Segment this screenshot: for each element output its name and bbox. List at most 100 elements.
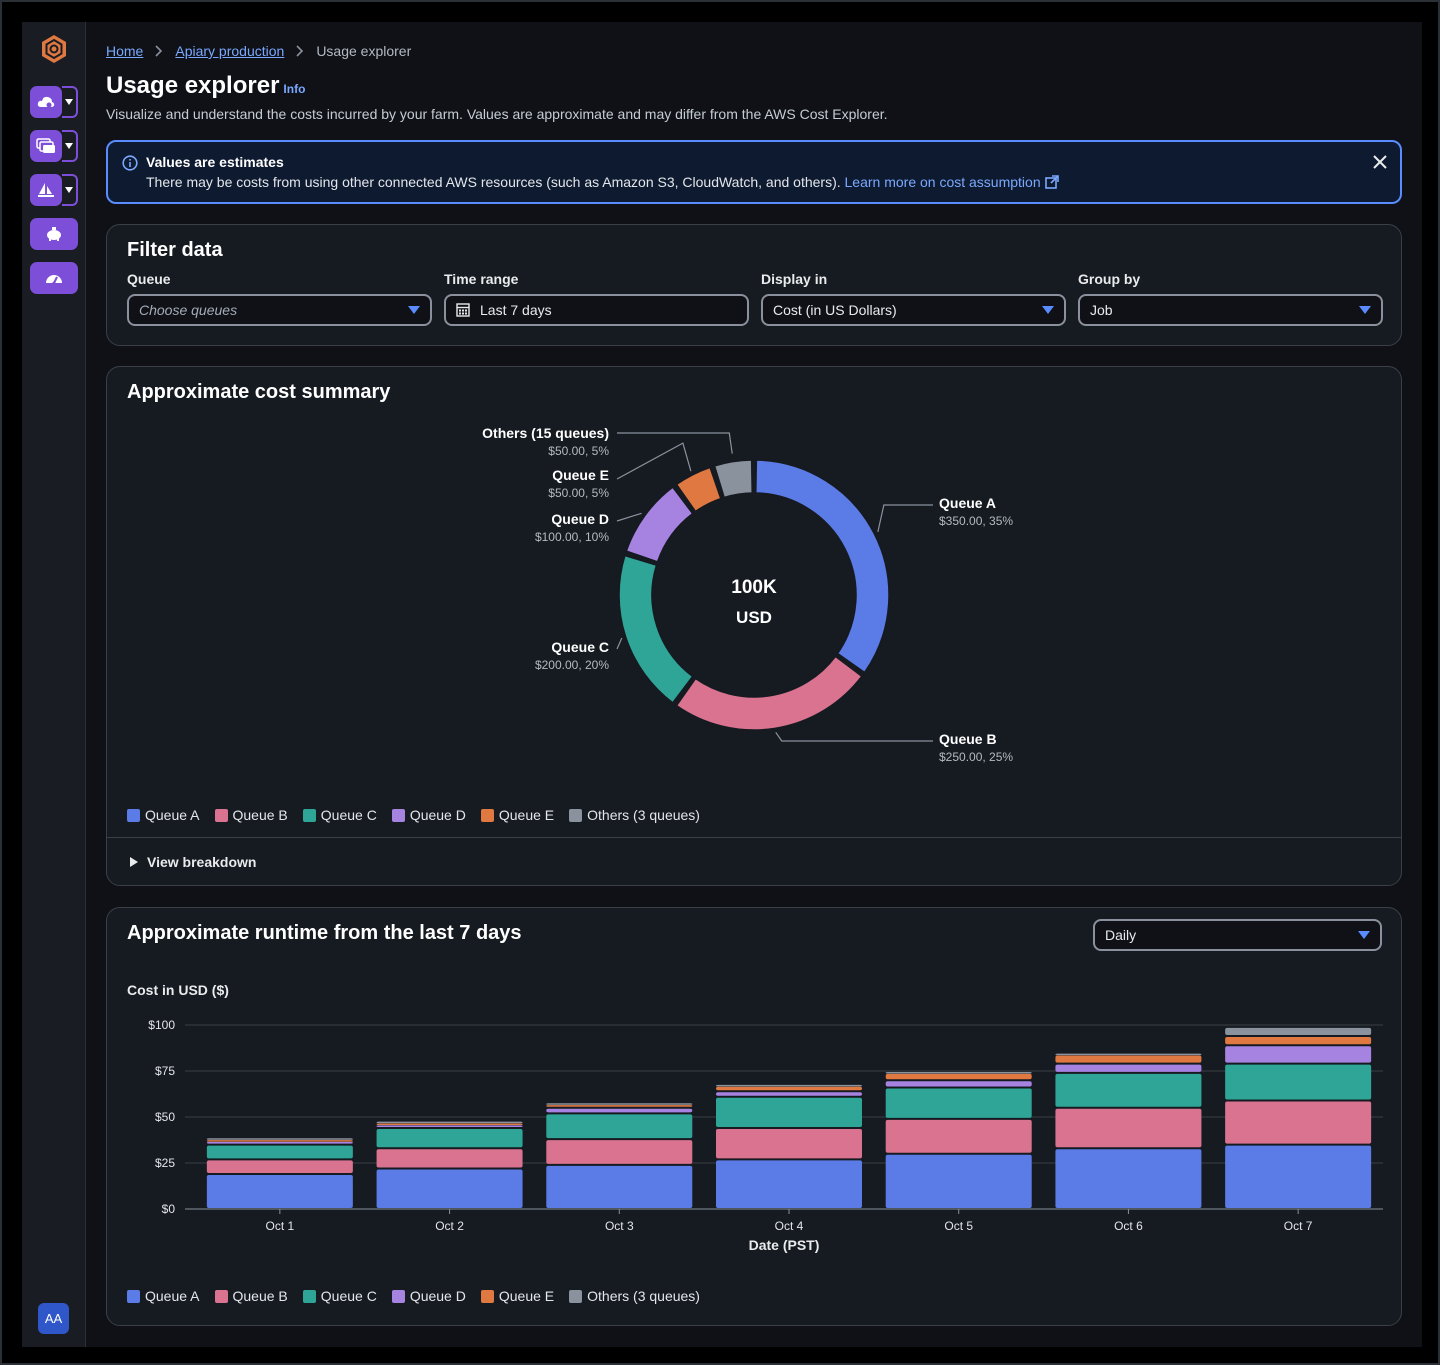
cost-assumption-link[interactable]: Learn more on cost assumption: [845, 174, 1059, 190]
bar-segment[interactable]: [206, 1141, 353, 1144]
legend-label: Queue C: [320, 807, 377, 823]
bar-segment[interactable]: [1055, 1055, 1202, 1063]
bar-segment[interactable]: [206, 1175, 353, 1208]
bar-segment[interactable]: [885, 1088, 1032, 1118]
bar-segment[interactable]: [1225, 1037, 1372, 1045]
bar-segment[interactable]: [546, 1114, 693, 1139]
filter-title: Filter data: [127, 239, 223, 261]
legend-item[interactable]: Others (3 queues): [569, 1288, 700, 1304]
fleets-nav-button[interactable]: [30, 174, 62, 206]
display-select[interactable]: Cost (in US Dollars): [761, 294, 1066, 326]
bar-segment[interactable]: [1055, 1073, 1202, 1107]
bar-segment[interactable]: [376, 1169, 523, 1208]
legend-item[interactable]: Queue B: [214, 807, 288, 823]
bar-segment[interactable]: [376, 1149, 523, 1168]
bar-segment[interactable]: [1225, 1027, 1372, 1036]
legend-item[interactable]: Others (3 queues): [569, 807, 700, 823]
bar-segment[interactable]: [1225, 1046, 1372, 1063]
queues-nav-button[interactable]: [30, 130, 62, 162]
legend-item[interactable]: Queue A: [127, 1288, 200, 1304]
bar-segment[interactable]: [206, 1140, 353, 1142]
time-range-input[interactable]: Last 7 days: [444, 294, 749, 326]
user-avatar[interactable]: AA: [38, 1303, 69, 1334]
queue-select[interactable]: Choose queues: [127, 294, 432, 326]
external-link-icon: [1044, 175, 1059, 189]
legend-item[interactable]: Queue A: [127, 807, 200, 823]
donut-slice[interactable]: [713, 459, 753, 499]
y-axis-title: Cost in USD ($): [127, 982, 229, 998]
legend-item[interactable]: Queue B: [214, 1288, 288, 1304]
bar-segment[interactable]: [546, 1108, 693, 1113]
bar-segment[interactable]: [716, 1160, 862, 1208]
bar-segment[interactable]: [206, 1138, 353, 1140]
fleets-nav-dropdown[interactable]: [62, 174, 78, 206]
legend-label: Queue A: [145, 1288, 200, 1304]
usage-explorer-nav-button[interactable]: [30, 262, 78, 294]
bar-segment[interactable]: [546, 1105, 693, 1107]
breadcrumb: Home Apiary production Usage explorer: [106, 43, 411, 59]
calendar-icon: [456, 303, 470, 317]
budgets-nav-button[interactable]: [30, 218, 78, 250]
queues-nav-dropdown[interactable]: [62, 130, 78, 162]
farm-nav-button[interactable]: [30, 86, 62, 118]
donut-slice[interactable]: [755, 459, 890, 674]
bar-segment[interactable]: [716, 1129, 862, 1159]
bar-segment[interactable]: [885, 1154, 1032, 1208]
bar-segment[interactable]: [716, 1097, 862, 1128]
bar-segment[interactable]: [1225, 1101, 1372, 1144]
legend-item[interactable]: Queue D: [391, 807, 466, 823]
donut-slice[interactable]: [618, 554, 694, 704]
group-by-select[interactable]: Job: [1078, 294, 1383, 326]
donut-slice[interactable]: [675, 466, 722, 513]
stack-icon: [36, 138, 55, 153]
legend-item[interactable]: Queue E: [480, 1288, 554, 1304]
app-logo-icon[interactable]: [39, 34, 69, 64]
bar-segment[interactable]: [885, 1081, 1032, 1087]
bar-segment[interactable]: [376, 1129, 523, 1148]
legend-label: Queue E: [498, 807, 555, 823]
bar-segment[interactable]: [1055, 1064, 1202, 1072]
bar-segment[interactable]: [1055, 1108, 1202, 1148]
bar-segment[interactable]: [1055, 1149, 1202, 1208]
legend-item[interactable]: Queue E: [480, 807, 555, 823]
bar-segment[interactable]: [546, 1140, 693, 1164]
bar-segment[interactable]: [376, 1125, 523, 1128]
bar-segment[interactable]: [376, 1121, 523, 1124]
donut-label: Queue B $250.00, 25%: [939, 731, 1013, 764]
bar-segment[interactable]: [1225, 1064, 1372, 1100]
breadcrumb-home-link[interactable]: Home: [106, 43, 144, 59]
legend-label: Queue C: [320, 1288, 377, 1304]
info-link[interactable]: Info: [283, 82, 306, 96]
donut-center-unit: USD: [736, 608, 772, 627]
bar-segment[interactable]: [546, 1165, 693, 1208]
bar-segment[interactable]: [376, 1123, 523, 1126]
legend-item[interactable]: Queue C: [302, 807, 377, 823]
view-breakdown-toggle[interactable]: View breakdown: [107, 837, 1401, 885]
bar-segment[interactable]: [206, 1145, 353, 1159]
x-tick-label: Oct 7: [1284, 1219, 1313, 1233]
farm-nav-dropdown[interactable]: [62, 86, 78, 118]
donut-slice[interactable]: [625, 486, 694, 563]
bar-segment[interactable]: [1055, 1053, 1202, 1056]
legend-swatch: [569, 808, 583, 822]
donut-label-value: $350.00, 35%: [939, 514, 1014, 528]
bar-segment[interactable]: [1225, 1145, 1372, 1208]
bar-segment[interactable]: [546, 1103, 693, 1105]
breadcrumb-farm-link[interactable]: Apiary production: [175, 43, 285, 59]
donut-leader-line: [775, 731, 933, 742]
donut-slice[interactable]: [675, 655, 863, 731]
bar-segment[interactable]: [885, 1072, 1032, 1074]
bar-segment[interactable]: [885, 1119, 1032, 1153]
bar-segment[interactable]: [885, 1073, 1032, 1080]
legend-swatch: [480, 1289, 494, 1303]
legend-item[interactable]: Queue C: [302, 1288, 377, 1304]
x-tick-label: Oct 4: [775, 1219, 804, 1233]
chevron-right-icon: [155, 45, 163, 57]
bar-segment[interactable]: [716, 1092, 862, 1096]
bar-segment[interactable]: [206, 1160, 353, 1174]
bar-segment[interactable]: [716, 1086, 862, 1091]
legend-item[interactable]: Queue D: [391, 1288, 466, 1304]
interval-select[interactable]: Daily: [1093, 919, 1382, 951]
bar-segment[interactable]: [716, 1084, 862, 1087]
close-icon[interactable]: [1372, 154, 1388, 170]
